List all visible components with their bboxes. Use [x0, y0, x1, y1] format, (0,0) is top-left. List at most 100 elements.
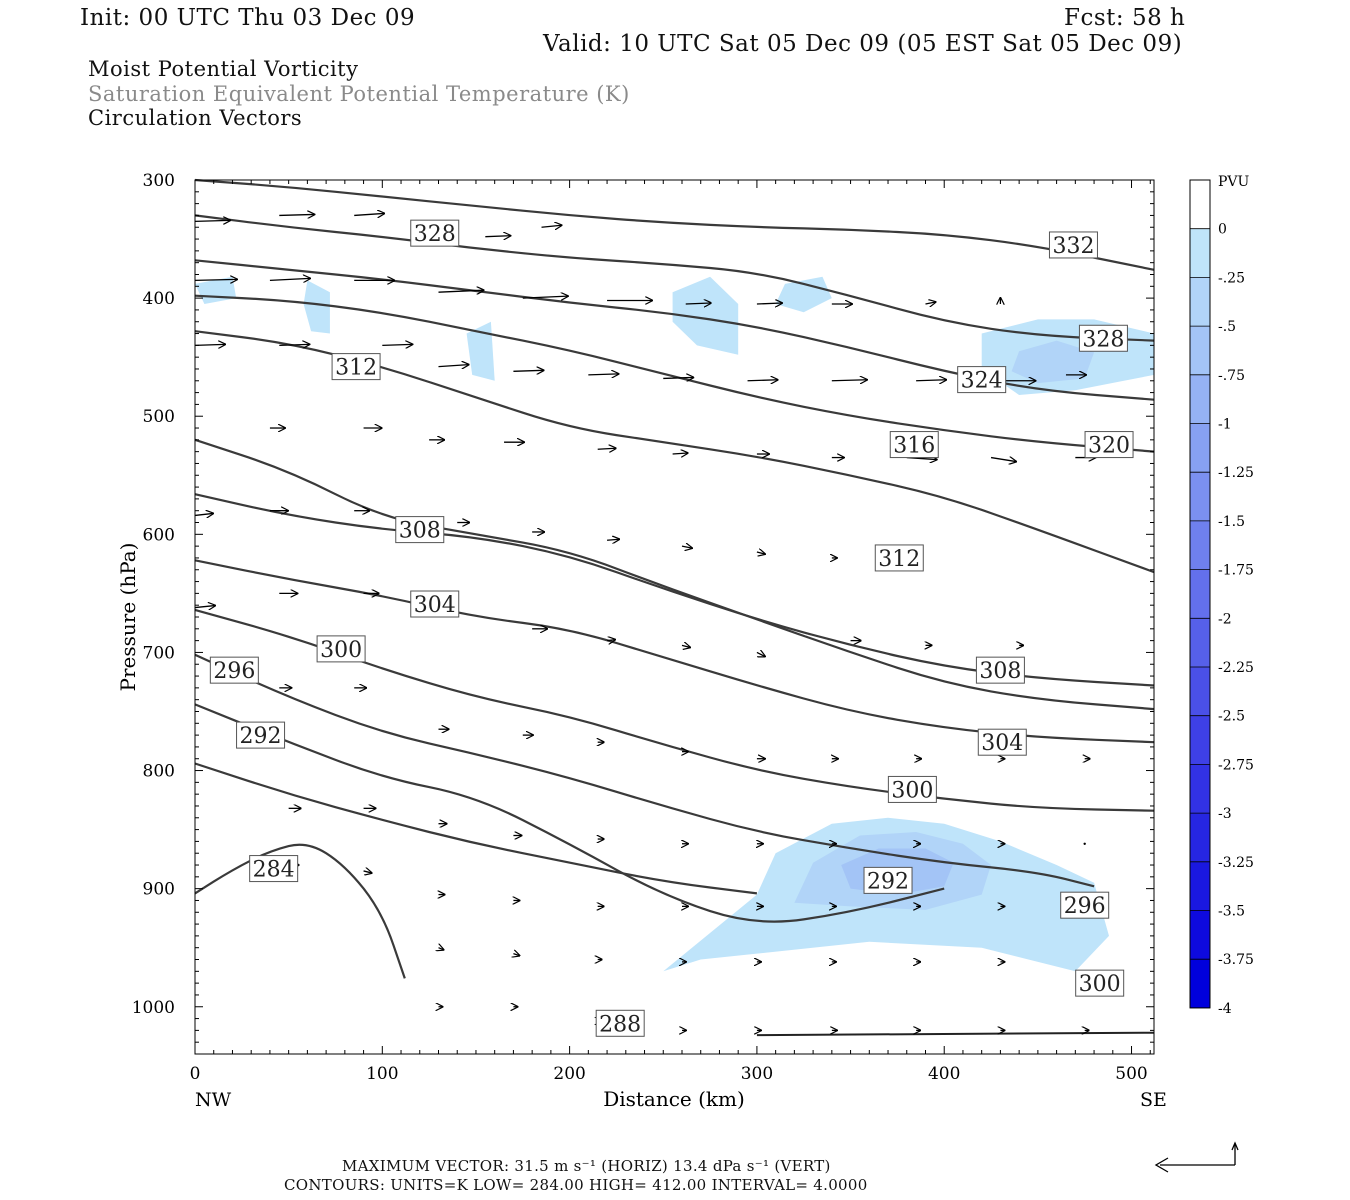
contour-label: 296 — [1060, 891, 1110, 919]
circulation-vector — [597, 448, 616, 449]
circulation-vector — [541, 225, 562, 227]
y-tick-label: 500 — [143, 407, 175, 427]
contour-info-note: CONTOURS: UNITS=K LOW= 284.00 HIGH= 412.… — [284, 1176, 868, 1194]
circulation-vector — [194, 606, 215, 608]
contour-label-box — [1078, 324, 1128, 352]
contour-label-text: 320 — [1088, 434, 1130, 459]
x-endpoint-se: SE — [1140, 1089, 1167, 1111]
y-tick-label: 1000 — [132, 998, 175, 1018]
contour-label: 304 — [410, 590, 460, 618]
field-title-thetae: Saturation Equivalent Potential Temperat… — [88, 82, 630, 106]
contour-label-box — [975, 656, 1025, 684]
colorbar-swatch — [1190, 228, 1210, 278]
circulation-vector — [438, 365, 468, 367]
colorbar-swatch — [1190, 910, 1210, 960]
contour-label: 308 — [975, 656, 1025, 684]
pv-shade-region — [466, 321, 495, 381]
colorbar-swatch — [1190, 764, 1210, 814]
colorbar-label: -3.5 — [1218, 904, 1245, 920]
field-title-vectors: Circulation Vectors — [88, 106, 303, 130]
contour-label-text: 296 — [1064, 894, 1106, 919]
colorbar-swatch — [1190, 813, 1210, 862]
contour-label-text: 300 — [320, 638, 362, 663]
contour-label-text: 304 — [981, 731, 1023, 756]
theta-e-contour-320 — [194, 294, 1155, 453]
pv-shading-layer — [195, 276, 1154, 972]
contour-label-box — [1075, 969, 1125, 997]
axes-layer: 0 100 200 300 400 500 300 400 500 600 700 800 900 100… — [132, 171, 1154, 1084]
contour-label-layer: 328 332 312 328 324 316 320 308 312 304 300 296 308 2… — [209, 219, 1134, 1037]
contour-label-text: 300 — [891, 778, 933, 803]
contour-label-box — [957, 366, 1007, 394]
colorbar-swatch — [1190, 618, 1210, 667]
x-tick-label: 400 — [928, 1064, 960, 1084]
theta-e-contour-316 — [194, 330, 1155, 574]
contour-label: 328 — [410, 219, 460, 247]
valid-time: Valid: 10 UTC Sat 05 Dec 09 (05 EST Sat … — [543, 31, 1183, 57]
circulation-vector — [522, 296, 568, 298]
contour-label: 320 — [1084, 431, 1134, 459]
colorbar-swatch — [1190, 326, 1210, 375]
colorbar-title: PVU — [1218, 174, 1250, 190]
contour-label-box — [1048, 231, 1098, 259]
y-tick-label: 700 — [143, 643, 175, 663]
colorbar-label: -2 — [1218, 611, 1232, 627]
x-tick-label: 200 — [553, 1064, 585, 1084]
contour-label-text: 312 — [335, 356, 377, 381]
circulation-vector — [685, 303, 711, 304]
theta-e-contour-332 — [194, 178, 1155, 271]
theta-e-contour-324 — [194, 259, 1155, 401]
contour-label: 312 — [331, 353, 381, 381]
contour-label-box — [331, 353, 381, 381]
field-title-mpv: Moist Potential Vorticity — [88, 57, 359, 81]
forecast-hour: Fcst: 58 h — [1064, 5, 1186, 31]
contour-label-text: 292 — [867, 869, 909, 894]
circulation-vector — [831, 380, 867, 381]
colorbar-swatch — [1190, 715, 1210, 765]
colorbar-swatch — [1190, 667, 1210, 716]
contour-label-text: 316 — [893, 434, 935, 459]
contour-label: 316 — [889, 431, 939, 459]
surface-line — [756, 1031, 1155, 1037]
contour-label-text: 288 — [599, 1012, 641, 1037]
contour-label-box — [863, 866, 913, 894]
circulation-vector — [663, 377, 693, 378]
y-tick-label: 300 — [143, 171, 175, 191]
contour-label-text: 304 — [414, 593, 456, 618]
contour-label-box — [395, 516, 445, 544]
theta-e-contour-308 — [194, 493, 1155, 687]
circulation-vector — [606, 640, 615, 641]
colorbar-label: -1 — [1218, 417, 1232, 433]
circulation-vector — [438, 948, 443, 950]
circulation-vector-layer — [194, 213, 1095, 1030]
contour-label: 292 — [236, 721, 286, 749]
colorbar-label: -2.5 — [1218, 709, 1245, 725]
colorbar-label: -1.25 — [1218, 465, 1254, 481]
pv-shade-region — [775, 276, 832, 313]
theta-e-contour-312 — [194, 438, 1155, 711]
colorbar-label: -1.75 — [1218, 563, 1254, 579]
contour-label: 300 — [887, 775, 937, 803]
circulation-vector — [513, 954, 519, 956]
theta-e-contour-284 — [194, 843, 406, 979]
circulation-vector — [485, 236, 510, 237]
contour-label-text: 308 — [979, 659, 1021, 684]
circulation-vector — [513, 370, 543, 371]
circulation-vector — [747, 380, 778, 381]
pv-shade-region — [1011, 340, 1095, 384]
contour-label: 300 — [316, 635, 366, 663]
reference-vector-icon — [1154, 1141, 1239, 1173]
circulation-vector — [681, 645, 690, 647]
circulation-vector — [607, 539, 619, 540]
circulation-vector — [279, 214, 314, 215]
contour-label: 304 — [977, 728, 1027, 756]
circulation-vector — [756, 552, 765, 554]
contour-label-box — [889, 431, 939, 459]
pv-shade-region — [303, 280, 330, 334]
contour-label: 296 — [209, 656, 259, 684]
y-tick-label: 800 — [143, 762, 175, 782]
circulation-vector — [194, 279, 237, 280]
contour-label-text: 312 — [878, 547, 920, 572]
contour-label-text: 332 — [1052, 234, 1094, 259]
